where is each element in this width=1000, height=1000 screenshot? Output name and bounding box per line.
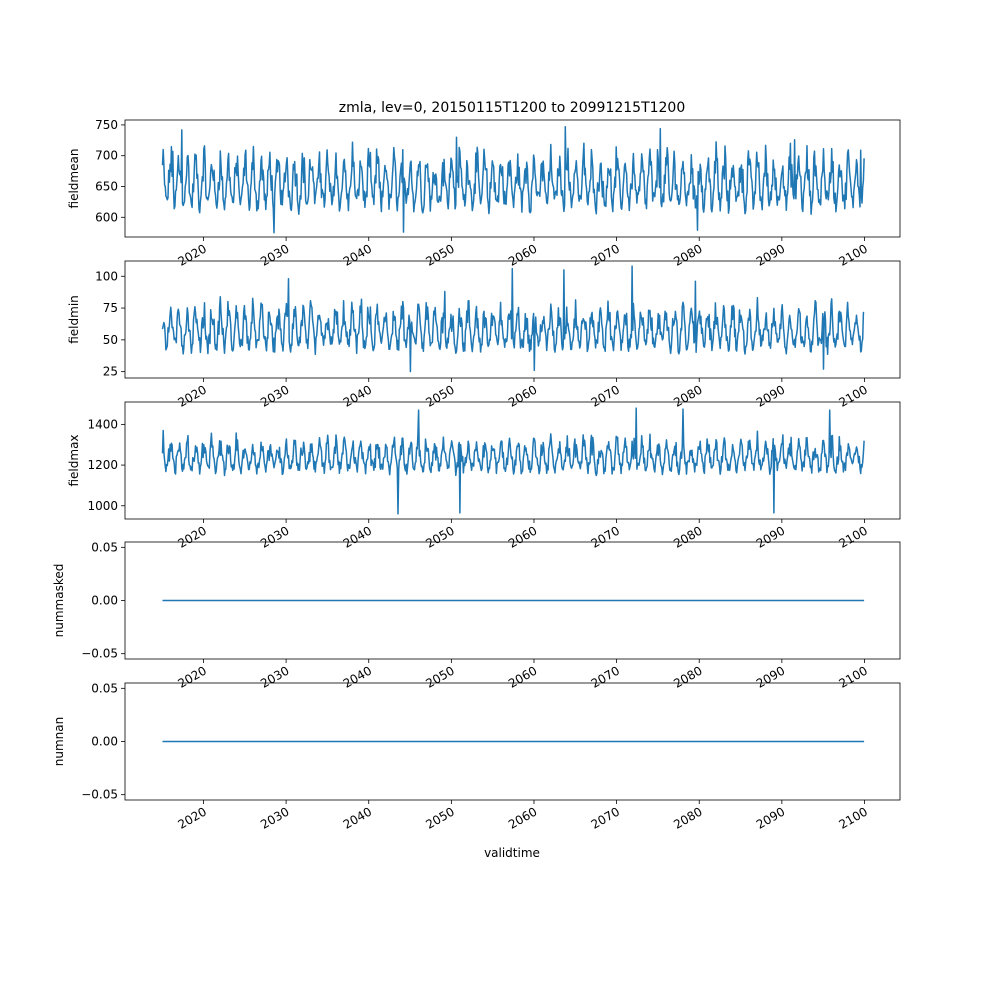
x-tick-label: 2100 xyxy=(837,804,870,831)
x-tick-label: 2090 xyxy=(754,241,787,268)
x-tick-label: 2050 xyxy=(423,382,456,409)
x-tick-label: 2040 xyxy=(341,663,374,690)
y-axis-label: fieldmean xyxy=(67,149,81,209)
y-tick-label: 700 xyxy=(95,149,118,163)
x-tick-label: 2020 xyxy=(176,241,209,268)
x-tick-label: 2040 xyxy=(341,523,374,550)
panel-fieldmean: 600 650 700 750 fieldmean 2020 2030 2040 2050 206… xyxy=(67,118,901,269)
x-tick-label: 2080 xyxy=(671,241,704,268)
panel-fieldmax: 1000 1200 1400 fieldmax 2020 2030 2040 2050 2060… xyxy=(67,401,901,551)
x-tick-label: 2080 xyxy=(671,382,704,409)
y-axis-label: nummasked xyxy=(52,564,66,638)
x-tick-label: 2020 xyxy=(176,804,209,831)
y-tick-label: 75 xyxy=(103,301,118,315)
x-tick-label: 2100 xyxy=(837,523,870,550)
x-tick-label: 2060 xyxy=(506,382,539,409)
axes-frame xyxy=(124,260,901,379)
y-tick-label: 0.05 xyxy=(91,681,118,695)
x-tick-label: 2030 xyxy=(258,241,291,268)
series-line-fieldmean xyxy=(161,126,865,234)
x-tick-label: 2100 xyxy=(837,663,870,690)
series-line-fieldmin xyxy=(161,265,865,373)
y-tick-label: 1200 xyxy=(87,458,118,472)
x-tick-label: 2100 xyxy=(837,382,870,409)
y-tick-label: 750 xyxy=(95,118,118,132)
x-tick-label: 2090 xyxy=(754,804,787,831)
panels: 600 650 700 750 fieldmean 2020 2030 2040 2050 206… xyxy=(52,118,901,832)
x-tick-label: 2070 xyxy=(589,241,622,268)
x-axis-label: validtime xyxy=(484,846,540,860)
x-tick-label: 2060 xyxy=(506,804,539,831)
y-tick-label: 1000 xyxy=(87,499,118,513)
y-tick-label: −0.05 xyxy=(81,647,118,661)
y-tick-label: 25 xyxy=(103,365,118,379)
panel-numnan: 0.05 0.00 −0.05 numnan 2020 2030 2040 2050 2060 2… xyxy=(52,681,901,832)
y-tick-label: 0.00 xyxy=(91,594,118,608)
x-tick-label: 2030 xyxy=(258,523,291,550)
x-tick-label: 2050 xyxy=(423,241,456,268)
y-tick-label: 600 xyxy=(95,210,118,224)
x-tick-label: 2020 xyxy=(176,523,209,550)
series-line-fieldmax xyxy=(161,407,865,515)
x-tick-label: 2040 xyxy=(341,241,374,268)
y-axis-label: fieldmax xyxy=(67,434,81,486)
y-tick-label: 50 xyxy=(103,333,118,347)
x-tick-label: 2050 xyxy=(423,804,456,831)
y-axis-label: numnan xyxy=(52,717,66,766)
x-tick-label: 2030 xyxy=(258,382,291,409)
x-tick-label: 2030 xyxy=(258,663,291,690)
axes-frame xyxy=(124,119,901,238)
y-tick-label: −0.05 xyxy=(81,788,118,802)
x-tick-label: 2060 xyxy=(506,241,539,268)
x-tick-label: 2070 xyxy=(589,382,622,409)
x-tick-label: 2080 xyxy=(671,804,704,831)
x-tick-label: 2070 xyxy=(589,663,622,690)
x-tick-label: 2100 xyxy=(837,241,870,268)
x-tick-label: 2030 xyxy=(258,804,291,831)
x-tick-label: 2070 xyxy=(589,523,622,550)
x-tick-label: 2040 xyxy=(341,382,374,409)
panel-fieldmin: 25 50 75 100 fieldmin 2020 2030 2040 2050 2060 207… xyxy=(67,260,901,410)
panel-nummasked: 0.05 0.00 −0.05 nummasked 2020 2030 2040 2050 20… xyxy=(52,540,901,691)
x-tick-label: 2050 xyxy=(423,663,456,690)
x-tick-label: 2080 xyxy=(671,523,704,550)
x-tick-label: 2070 xyxy=(589,804,622,831)
x-tick-label: 2090 xyxy=(754,663,787,690)
x-tick-label: 2060 xyxy=(506,663,539,690)
y-tick-label: 0.00 xyxy=(91,735,118,749)
x-tick-label: 2020 xyxy=(176,382,209,409)
x-tick-label: 2060 xyxy=(506,523,539,550)
x-tick-label: 2080 xyxy=(671,663,704,690)
y-tick-label: 1400 xyxy=(87,417,118,431)
figure-title: zmla, lev=0, 20150115T1200 to 20991215T1… xyxy=(339,100,686,116)
y-tick-label: 650 xyxy=(95,180,118,194)
axes-frame xyxy=(124,401,901,520)
x-tick-label: 2050 xyxy=(423,523,456,550)
y-axis-label: fieldmin xyxy=(67,295,81,344)
y-tick-label: 0.05 xyxy=(91,540,118,554)
x-tick-label: 2090 xyxy=(754,523,787,550)
y-tick-label: 100 xyxy=(95,269,118,283)
x-tick-label: 2040 xyxy=(341,804,374,831)
x-tick-label: 2020 xyxy=(176,663,209,690)
x-tick-label: 2090 xyxy=(754,382,787,409)
